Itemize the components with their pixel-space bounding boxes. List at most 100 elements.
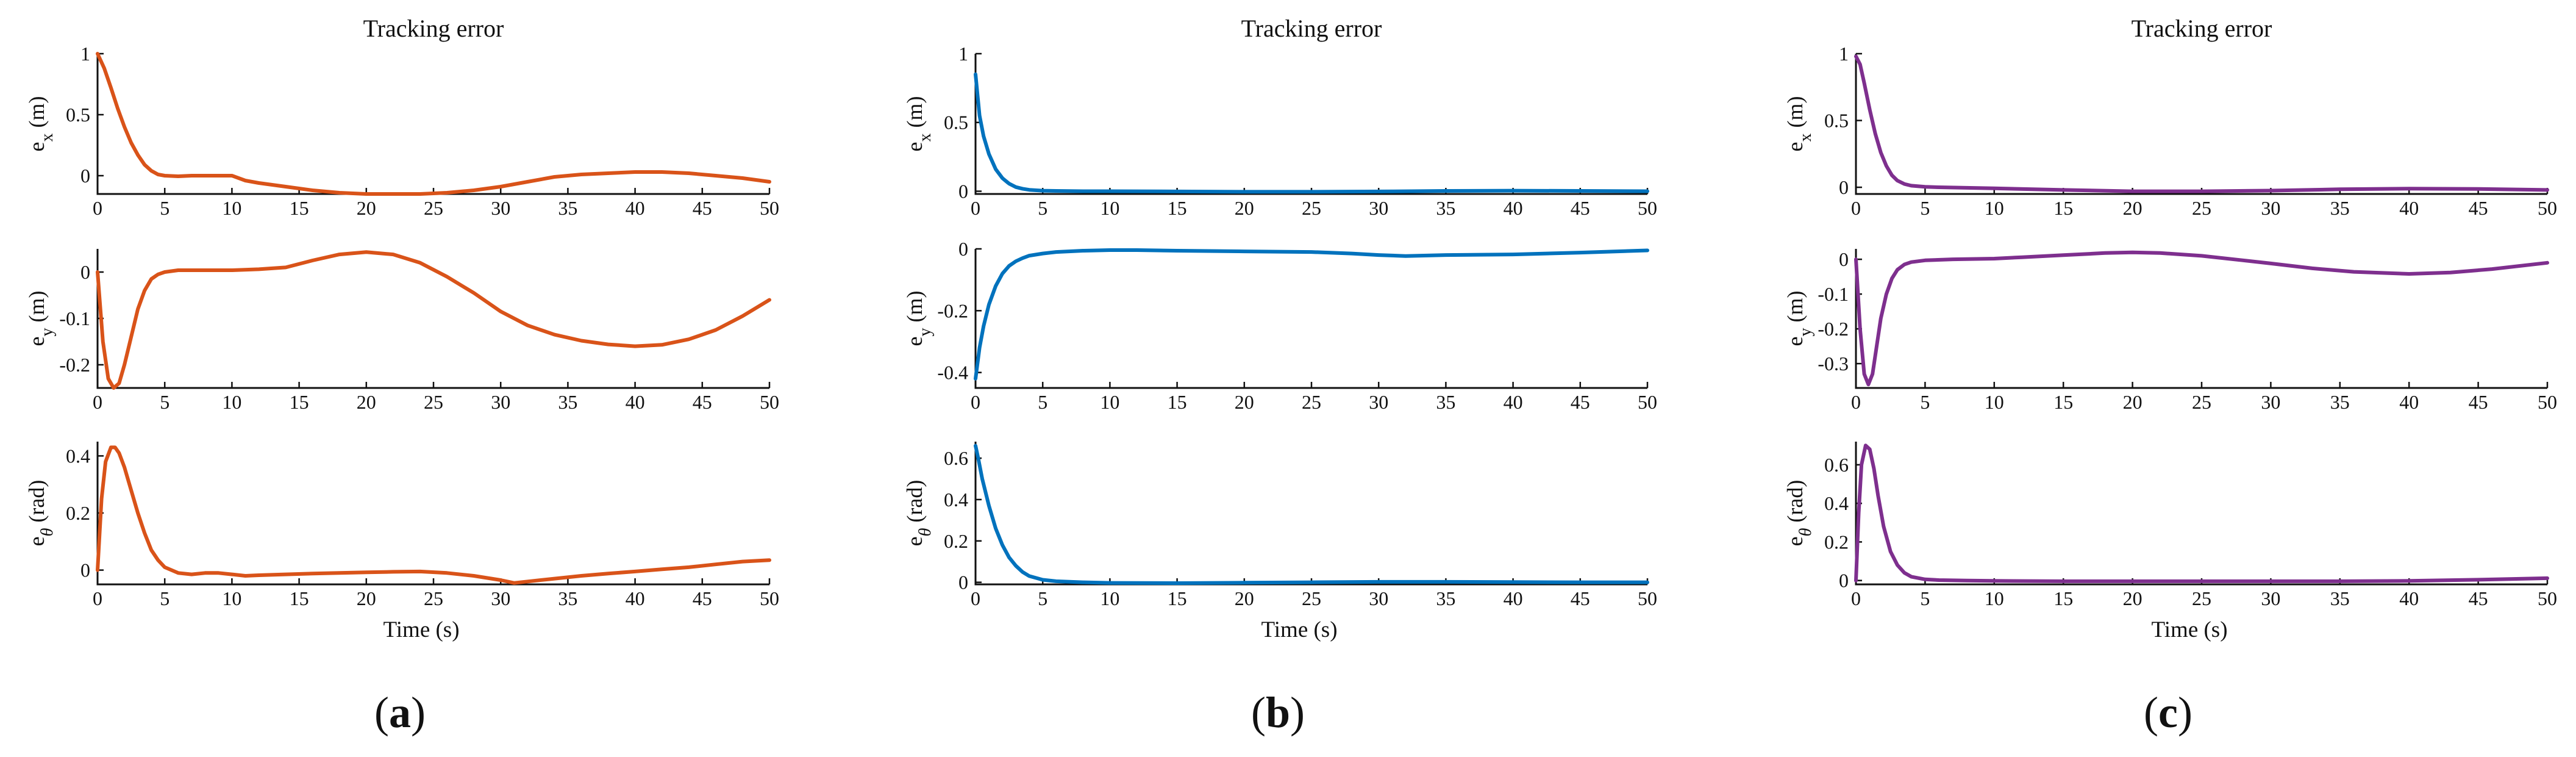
x-tick-label: 25	[424, 391, 443, 413]
y-tick-label: -0.1	[59, 307, 90, 329]
y-axis-label: ey (m)	[902, 291, 935, 346]
x-tick-label: 10	[222, 197, 241, 219]
x-tick-label: 10	[1100, 391, 1119, 413]
x-tick-label: 5	[1920, 197, 1930, 219]
y-tick-label: 0	[80, 261, 90, 283]
subplot-1: 0 5 10 15 20 25 30 35 40 45 50 0 0.5 1 ex (m)	[1783, 43, 2557, 219]
x-tick-label: 50	[1638, 197, 1657, 219]
x-tick-label: 40	[1504, 587, 1523, 609]
y-tick-label: 0.6	[944, 447, 968, 469]
x-tick-label: 40	[1504, 197, 1523, 219]
axis-lines	[1855, 249, 2547, 389]
y-tick-label: 1	[958, 43, 968, 65]
x-tick-label: 0	[971, 587, 980, 609]
x-tick-label: 35	[2330, 587, 2350, 609]
x-tick-label: 20	[2123, 587, 2143, 609]
y-tick-label: 0	[80, 559, 90, 581]
panel-letter-label: (b)	[1251, 688, 1305, 737]
x-tick-label: 35	[558, 391, 577, 413]
x-tick-label: 30	[2261, 587, 2280, 609]
x-tick-label: 35	[2330, 197, 2350, 219]
y-axis-label: eθ (rad)	[1783, 480, 1815, 547]
x-tick-label: 25	[1302, 197, 1321, 219]
x-tick-label: 45	[693, 197, 712, 219]
y-tick-label: 0	[1839, 176, 1849, 198]
x-tick-label: 20	[2123, 197, 2143, 219]
x-tick-label: 25	[424, 587, 443, 609]
y-tick-label: 0	[80, 165, 90, 187]
x-tick-label: 10	[222, 391, 241, 413]
x-tick-label: 5	[1920, 391, 1930, 413]
x-tick-label: 35	[558, 587, 577, 609]
x-tick-label: 40	[626, 587, 645, 609]
x-tick-label: 50	[2538, 391, 2557, 413]
x-tick-label: 5	[1920, 587, 1930, 609]
x-tick-label: 0	[93, 197, 102, 219]
x-tick-label: 15	[2053, 391, 2073, 413]
x-tick-label: 45	[2469, 391, 2488, 413]
y-tick-label: 0	[1839, 570, 1849, 592]
x-tick-label: 30	[491, 197, 510, 219]
series-line	[974, 248, 1649, 381]
axis-lines	[1855, 442, 2547, 586]
x-axis-label: Time (s)	[2151, 617, 2227, 642]
x-tick-label: 10	[1100, 587, 1119, 609]
series-line	[96, 52, 771, 196]
x-tick-label: 35	[1436, 197, 1455, 219]
x-tick-label: 45	[1571, 391, 1590, 413]
subplot-2: 0 5 10 15 20 25 30 35 40 45 50 -0.2 -0.1 0 ey (m)	[24, 249, 779, 413]
x-tick-label: 40	[2399, 391, 2419, 413]
x-tick-label: 30	[1369, 391, 1388, 413]
x-tick-label: 0	[93, 391, 102, 413]
x-tick-label: 0	[93, 587, 102, 609]
x-tick-label: 45	[693, 587, 712, 609]
x-tick-label: 35	[1436, 587, 1455, 609]
x-tick-label: 50	[1638, 391, 1657, 413]
series-line	[96, 250, 771, 390]
y-tick-label: 0.2	[66, 502, 90, 524]
y-axis-label: ex (m)	[902, 96, 935, 152]
x-tick-label: 20	[357, 587, 376, 609]
subplot-1: 0 5 10 15 20 25 30 35 40 45 50 0 0.5 1 ex (m)	[902, 43, 1657, 219]
subplot-3: 0 5 10 15 20 25 30 35 40 45 50 0 0.2 0.4 0.6 eθ (rad)	[902, 442, 1657, 609]
x-tick-label: 0	[971, 391, 980, 413]
x-tick-label: 20	[357, 197, 376, 219]
y-tick-label: 0.6	[1824, 454, 1849, 476]
y-tick-label: 1	[80, 43, 90, 65]
x-tick-label: 15	[1168, 197, 1187, 219]
x-tick-label: 0	[1851, 391, 1861, 413]
x-tick-label: 25	[424, 197, 443, 219]
x-tick-label: 15	[290, 587, 309, 609]
x-tick-label: 30	[1369, 587, 1388, 609]
y-tick-label: 0.5	[66, 104, 90, 126]
y-axis-label: eθ (rad)	[24, 480, 57, 547]
x-tick-label: 40	[626, 391, 645, 413]
x-tick-label: 50	[760, 391, 779, 413]
x-tick-label: 45	[693, 391, 712, 413]
y-tick-label: 0	[958, 238, 968, 260]
subplot-2: 0 5 10 15 20 25 30 35 40 45 50 -0.3 -0.2 -0.1 0 ey (m)	[1783, 248, 2557, 413]
x-tick-label: 50	[760, 197, 779, 219]
y-tick-label: 0.5	[944, 112, 968, 134]
y-axis-label: ex (m)	[24, 96, 57, 152]
series-line	[96, 445, 771, 585]
x-tick-label: 45	[2469, 587, 2488, 609]
x-tick-label: 25	[2192, 391, 2211, 413]
y-axis-label: ey (m)	[1783, 291, 1815, 346]
x-tick-label: 0	[1851, 197, 1861, 219]
x-tick-label: 10	[1985, 197, 2004, 219]
y-tick-label: 0.2	[1824, 531, 1849, 553]
y-tick-label: -0.2	[1818, 318, 1849, 340]
x-tick-label: 15	[290, 197, 309, 219]
y-tick-label: 1	[1839, 43, 1849, 65]
subplot-3: 0 5 10 15 20 25 30 35 40 45 50 0 0.2 0.4 eθ (rad)	[24, 442, 779, 609]
x-tick-label: 30	[2261, 391, 2280, 413]
x-tick-label: 35	[1436, 391, 1455, 413]
x-tick-label: 15	[290, 391, 309, 413]
x-tick-label: 5	[1038, 587, 1047, 609]
y-tick-label: -0.2	[937, 300, 968, 321]
